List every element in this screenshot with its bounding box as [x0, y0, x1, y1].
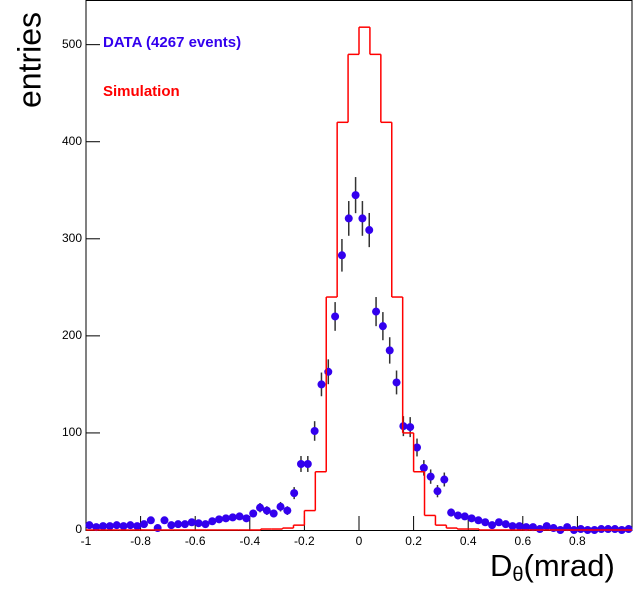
data-point — [460, 512, 469, 521]
data-point — [453, 511, 462, 520]
data-point — [187, 518, 196, 527]
x-tick-label: 0.4 — [460, 534, 477, 548]
data-point — [92, 523, 101, 532]
data-point — [160, 516, 169, 525]
data-point — [194, 519, 203, 528]
plot-frame — [85, 0, 633, 531]
x-label-main: D — [490, 548, 512, 583]
data-point — [167, 521, 176, 530]
data-point — [310, 426, 319, 435]
data-point — [208, 517, 217, 526]
x-tick-label: 0 — [356, 534, 363, 548]
data-point — [433, 487, 442, 496]
x-label-unit: (mrad) — [524, 548, 615, 583]
data-point — [413, 443, 422, 452]
x-tick-label: -0.4 — [239, 534, 260, 548]
data-point — [474, 516, 483, 525]
data-point — [112, 521, 121, 530]
data-point — [535, 525, 544, 534]
x-label-sub: θ — [512, 564, 523, 586]
legend-entry: DATA (4267 events) — [103, 34, 241, 51]
data-point — [597, 525, 606, 534]
data-point — [146, 516, 155, 525]
data-point — [85, 521, 94, 530]
data-point — [515, 522, 524, 531]
x-tick-label: -0.2 — [294, 534, 315, 548]
data-point — [494, 518, 503, 527]
x-tick-label: 0.6 — [514, 534, 531, 548]
data-point — [467, 514, 476, 523]
y-tick-label: 200 — [62, 328, 82, 342]
data-point — [126, 521, 135, 530]
data-point — [105, 522, 114, 531]
data-point — [331, 312, 340, 321]
data-point — [501, 520, 510, 529]
data-point — [406, 423, 415, 432]
data-point — [392, 378, 401, 387]
data-point — [317, 380, 326, 389]
data-point — [440, 475, 449, 484]
x-tick-label: 0.8 — [569, 534, 586, 548]
data-point — [610, 525, 619, 534]
data-point — [303, 459, 312, 468]
data-point — [269, 509, 278, 518]
data-point — [290, 489, 299, 498]
legend-entry: Simulation — [103, 83, 180, 100]
data-point — [153, 524, 162, 533]
data-point — [201, 520, 210, 529]
data-point — [256, 503, 265, 512]
data-point — [488, 521, 497, 530]
data-point — [372, 307, 381, 316]
data-point — [180, 520, 189, 529]
data-point — [99, 522, 108, 531]
data-point — [385, 346, 394, 355]
data-point — [174, 520, 183, 529]
data-point — [358, 214, 367, 223]
x-axis-label: Dθ(mrad) — [490, 548, 615, 586]
data-point — [529, 523, 538, 532]
data-point — [378, 322, 387, 331]
data-point — [119, 522, 128, 531]
data-point — [426, 472, 435, 481]
data-point — [344, 214, 353, 223]
y-axis-label: entries — [11, 12, 47, 108]
data-point — [522, 523, 531, 532]
data-point — [549, 524, 558, 533]
data-point — [262, 506, 271, 515]
data-point — [481, 518, 490, 527]
x-tick-label: -1 — [81, 534, 92, 548]
data-point — [365, 226, 374, 235]
data-point — [604, 525, 613, 534]
data-point — [508, 522, 517, 531]
data-point — [419, 463, 428, 472]
y-tick-label: 0 — [75, 522, 82, 536]
data-point — [140, 520, 149, 529]
data-point — [242, 514, 251, 523]
y-tick-label: 100 — [62, 425, 82, 439]
data-point — [351, 191, 360, 200]
data-point — [283, 506, 292, 515]
data-point — [563, 523, 572, 532]
data-point — [221, 514, 230, 523]
x-tick-label: -0.8 — [130, 534, 151, 548]
data-point — [542, 522, 551, 531]
data-point — [324, 367, 333, 376]
data-point — [576, 525, 585, 534]
data-point — [276, 502, 285, 511]
y-tick-label: 400 — [62, 134, 82, 148]
data-point — [228, 513, 237, 522]
x-tick-label: 0.2 — [405, 534, 422, 548]
data-point — [235, 512, 244, 521]
data-point — [215, 515, 224, 524]
data-point — [296, 459, 305, 468]
data-point — [337, 251, 346, 260]
x-tick-label: -0.6 — [185, 534, 206, 548]
y-tick-label: 500 — [62, 37, 82, 51]
data-point — [624, 525, 633, 534]
y-tick-label: 300 — [62, 231, 82, 245]
data-point — [249, 509, 258, 518]
data-point — [133, 522, 142, 531]
data-point — [447, 508, 456, 517]
